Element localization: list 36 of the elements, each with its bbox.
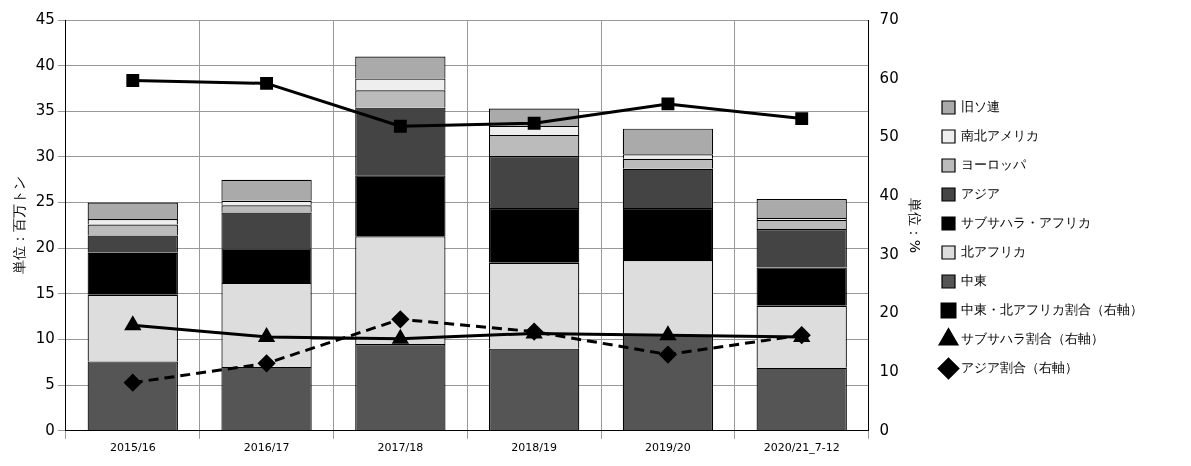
legend-label: サブサハラ・アフリカ bbox=[961, 214, 1091, 230]
y2-tick-label: 40 bbox=[879, 185, 899, 204]
legend-label: アジア割合（右軸） bbox=[961, 359, 1078, 375]
x-tick-label: 2016/17 bbox=[243, 441, 290, 455]
legend-label: 南北アメリカ bbox=[961, 127, 1039, 143]
y2-tick-label: 70 bbox=[879, 9, 899, 28]
legend-label: 中東・北アフリカ割合（右軸） bbox=[961, 301, 1143, 317]
x-tick-label: 2018/19 bbox=[511, 441, 557, 455]
legend-label: 旧ソ連 bbox=[961, 98, 1000, 114]
y2-tick-label: 60 bbox=[879, 68, 899, 87]
y2-tick-label: 50 bbox=[879, 127, 899, 146]
legend-label: 北アフリカ bbox=[961, 243, 1026, 259]
legend-label: アジア bbox=[961, 185, 1000, 201]
y-tick-label: 10 bbox=[35, 329, 55, 348]
y-tick-label: 40 bbox=[35, 55, 55, 74]
y2-tick-label: 20 bbox=[879, 303, 899, 322]
y-tick-label: 35 bbox=[35, 101, 55, 120]
y-tick-label: 45 bbox=[35, 9, 55, 28]
y-axis-title: 単位：百万トン bbox=[11, 176, 28, 275]
y-tick-label: 15 bbox=[35, 283, 55, 302]
x-tick-label: 2015/16 bbox=[109, 441, 156, 455]
y2-tick-label: 10 bbox=[879, 362, 899, 380]
legend-label: サブサハラ割合（右軸） bbox=[961, 330, 1104, 346]
x-tick-label: 2017/18 bbox=[377, 441, 424, 455]
y2-tick-label: 30 bbox=[879, 244, 899, 263]
legend-label: 中東 bbox=[961, 272, 987, 288]
y-tick-label: 25 bbox=[35, 192, 55, 211]
y-tick-label: 0 bbox=[45, 420, 55, 439]
y-tick-label: 30 bbox=[35, 146, 55, 165]
legend-label: ヨーロッパ bbox=[961, 156, 1027, 172]
y2-tick-label: 0 bbox=[879, 420, 890, 439]
y-tick-label: 5 bbox=[45, 375, 55, 394]
y2-axis-title: 単位：% bbox=[907, 197, 924, 254]
x-tick-label: 2019/20 bbox=[645, 441, 691, 455]
y-tick-label: 20 bbox=[35, 238, 55, 257]
x-tick-label: 2020/21_7-12 bbox=[763, 441, 840, 455]
